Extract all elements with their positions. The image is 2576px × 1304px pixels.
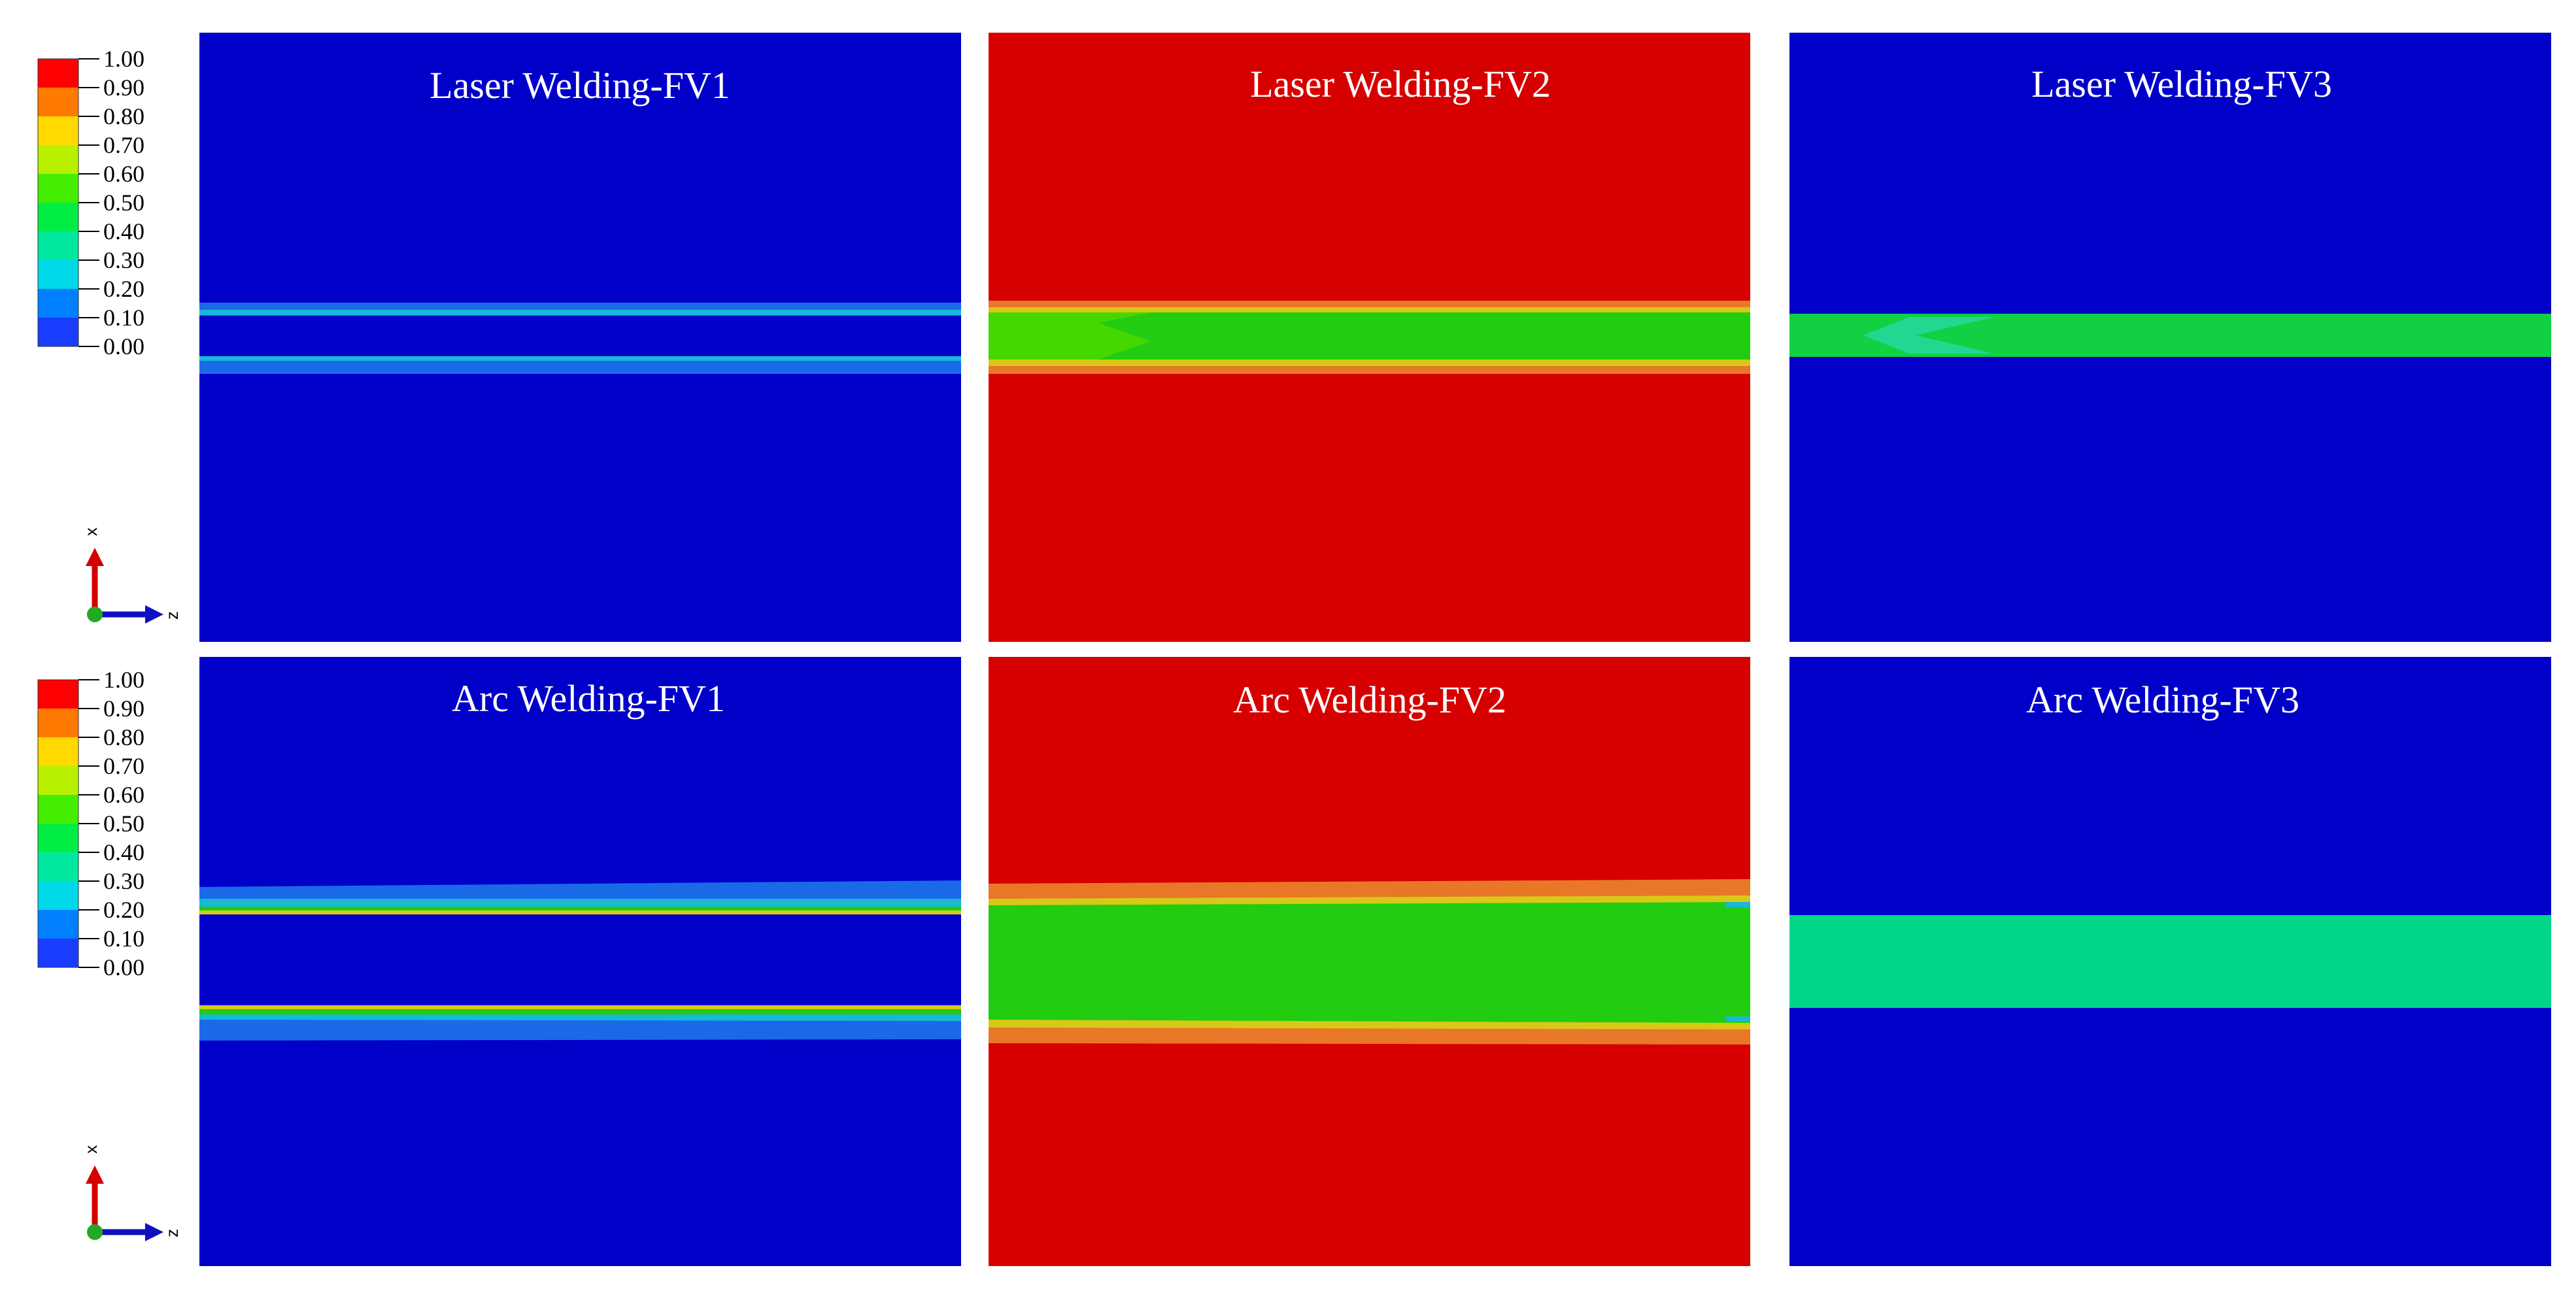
legend-tick-label: 1.00 [103,46,144,72]
legend-band [38,116,78,145]
legend-band [38,824,78,852]
legend-tick-label: 0.50 [103,190,144,216]
legend-tick-label: 0.70 [103,753,144,779]
z-arrow-icon [145,605,163,624]
legend-band [38,59,78,88]
legend-tick-label: 0.60 [103,782,144,808]
panel-title: Arc Welding-FV2 [1233,678,1506,721]
legend-band [38,680,78,709]
legend-band [38,766,78,795]
panel-arc-fv2: Arc Welding-FV2 [989,657,1750,1266]
legend-tick-label: 0.80 [103,103,144,129]
legend-band [38,910,78,939]
legend-tick-label: 0.70 [103,132,144,158]
z-arrow-icon [145,1223,163,1241]
legend-band [38,174,78,203]
panel-arc-fv3: Arc Welding-FV3 [1789,657,2551,1266]
x-arrow-icon [86,548,104,566]
z-axis-label: z [162,1229,182,1237]
x-axis-label: x [81,1145,101,1154]
panel-laser-fv1: Laser Welding-FV1 [199,33,961,642]
legend-band [38,145,78,174]
legend-band [38,318,78,346]
panel-title: Laser Welding-FV1 [430,64,730,107]
legend-tick-label: 0.60 [103,161,144,187]
legend-tick-label: 0.30 [103,868,144,894]
legend-tick-label: 0.90 [103,695,144,722]
legend-tick-label: 0.20 [103,897,144,923]
panel-title: Laser Welding-FV3 [2031,63,2332,105]
panel-laser-fv3: Laser Welding-FV3 [1789,33,2551,642]
axis-triad-bottom: x z [81,1145,182,1241]
legend-tick-label: 0.40 [103,839,144,865]
x-arrow-icon [86,1165,104,1184]
x-axis-label: x [81,527,101,536]
legend-tick-label: 0.20 [103,276,144,302]
legend-band [38,852,78,881]
legend-tick-label: 1.00 [103,667,144,693]
panel-title: Arc Welding-FV1 [452,677,725,720]
axis-origin-icon [87,1224,103,1240]
z-axis-label: z [162,611,182,620]
legend-band [38,289,78,318]
legend-tick-label: 0.90 [103,75,144,101]
panel-title: Arc Welding-FV3 [2026,678,2299,721]
legend-band [38,203,78,231]
panel-laser-fv2: Laser Welding-FV2 [989,33,1750,642]
legend-top: 1.00 0.900.80 0.70 0.60 0.500.40 0.30 0.20 0.10… [37,46,144,359]
panel-arc-fv1: Arc Welding-FV1 [199,657,961,1266]
legend-band [38,709,78,737]
legend-band [38,795,78,824]
legend-tick-label: 0.00 [103,954,144,980]
legend-band [38,737,78,766]
legend-band [38,231,78,260]
legend-bottom: 1.000.900.80 0.70 0.60 0.500.40 0.30 0.20 0.10… [37,667,144,980]
legend-tick-label: 0.10 [103,926,144,952]
legend-band [38,260,78,289]
axis-origin-icon [87,607,103,622]
axis-triad-top: x z [81,527,182,624]
legend-band [38,88,78,116]
legend-tick-label: 0.40 [103,218,144,244]
legend-tick-label: 0.30 [103,247,144,273]
legend-tick-label: 0.10 [103,305,144,331]
legend-band [38,939,78,967]
panel-title: Laser Welding-FV2 [1250,63,1551,105]
legend-tick-label: 0.00 [103,333,144,359]
legend-tick-label: 0.80 [103,724,144,750]
legend-band [38,881,78,910]
legend-tick-label: 0.50 [103,811,144,837]
